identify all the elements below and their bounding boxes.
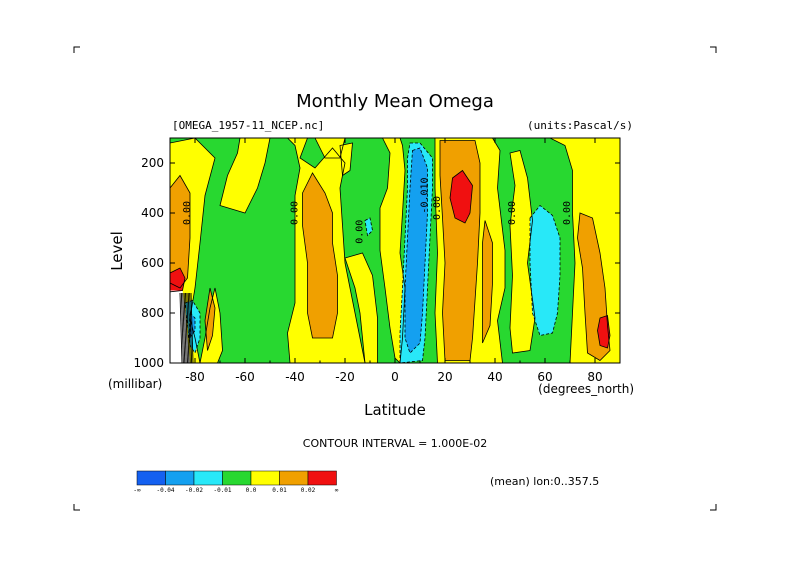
steep-gradient-line [187, 292, 191, 363]
colorbar-label: -0.01 [213, 487, 231, 494]
contour-label: 0.00 [432, 196, 443, 220]
x-axis-title: Latitude [364, 401, 426, 419]
x-tick-label: 20 [437, 370, 452, 384]
contour-region-orange-4 [482, 220, 493, 343]
contour-region-cyan-1 [530, 205, 560, 336]
x-unit-label: (degrees_north) [538, 382, 634, 396]
contour-line-cyan-2 [184, 300, 201, 354]
steep-gradient-line [185, 292, 188, 363]
contour-line-cyan-3 [364, 217, 373, 237]
contour-line-red-0 [170, 267, 186, 293]
colorbar-swatch [165, 470, 195, 486]
steep-gradient-line [179, 292, 183, 363]
colorbar-swatch [279, 470, 309, 486]
contour-line-yellow-0 [170, 138, 216, 363]
x-tick-label: -20 [335, 370, 355, 384]
contour-region-orange-1 [302, 173, 338, 338]
contour-label: 0.00 [507, 201, 518, 225]
contour-line-orange-5 [204, 287, 216, 351]
colorbar-swatch [136, 470, 166, 486]
contour-line-yellow-2 [219, 138, 271, 214]
x-axis: -80 -60 -40 -20 0 20 40 60 80 [169, 138, 621, 384]
contour-lines [170, 138, 620, 363]
contour-line-orange-2 [439, 140, 481, 361]
contour-line-red-2 [597, 314, 611, 349]
contour-line-orange-4 [482, 220, 493, 344]
corner-marks [73, 46, 717, 511]
contour-region-blue-0 [405, 148, 428, 353]
contour-region-red-2 [597, 315, 610, 348]
x-tick-label: -80 [185, 370, 205, 384]
y-tick-label: 400 [141, 206, 164, 220]
contour-line-yellow-10 [339, 142, 353, 177]
colorbar-label: 0.02 [301, 487, 316, 494]
steep-gradient-line [190, 292, 194, 363]
contour-region-red-1 [450, 170, 473, 223]
colorbar-label: -∞ [133, 487, 141, 494]
steep-gradient-line [189, 292, 193, 363]
x-tick-label: 80 [587, 370, 602, 384]
contour-line-yellow-6 [379, 138, 406, 363]
steep-gradient-line [180, 292, 184, 363]
steep-gradient-line [183, 292, 187, 363]
colorbar-label: -0.04 [156, 487, 174, 494]
contour-line-yellow-7 [434, 138, 506, 363]
colorbar-label: -0.02 [185, 487, 203, 494]
contour-label: -0.010 [420, 177, 431, 213]
x-tick-label: 0 [391, 370, 399, 384]
y-tick-label: 200 [141, 156, 164, 170]
contour-region-yellow-5 [345, 253, 378, 363]
contour-region-yellow-6 [380, 138, 405, 363]
contour-interval-text: CONTOUR INTERVAL = 1.000E-02 [303, 437, 487, 450]
colorbar-swatch [307, 470, 337, 486]
contour-line-yellow-4 [314, 138, 346, 159]
contour-region-yellow-8 [510, 150, 535, 353]
y-tick-label: 600 [141, 256, 164, 270]
x-tick-label: 60 [537, 370, 552, 384]
contour-line-yellow-3 [286, 138, 366, 363]
colorbar-swatch [250, 470, 280, 486]
contour-label: 0.00 [182, 201, 193, 225]
contour-region-yellow-2 [220, 138, 270, 213]
steep-gradient-line [182, 292, 186, 363]
contour-line-orange-1 [302, 172, 338, 339]
contour-line-cyan-0 [399, 142, 433, 363]
contour-line-orange-0 [170, 174, 191, 289]
colorbar-swatch [222, 470, 252, 486]
contour-fill-regions [170, 138, 620, 363]
contour-label: 0.00 [355, 220, 366, 244]
colorbar-label: 0.01 [272, 487, 287, 494]
steep-gradient-line [186, 292, 190, 363]
y-axis: 200 400 600 800 1000 [133, 156, 620, 370]
contour-line-red-1 [449, 169, 473, 224]
contour-line-yellow-9 [549, 138, 620, 363]
contour-label: 0.00 [562, 201, 573, 225]
y-unit-label: (millibar) [108, 377, 162, 391]
contour-labels: 0.00 0.000.000.00 0.00-0.010 0.00 [182, 177, 573, 243]
colorbar-label: ∞ [335, 487, 339, 494]
contour-label: 0.00 [290, 201, 301, 225]
colorbar-label: 0.0 [246, 487, 257, 494]
dataset-label: [OMEGA_1957-11_NCEP.nc] [172, 119, 324, 132]
x-tick-label: -60 [235, 370, 255, 384]
contour-line-orange-3 [577, 212, 611, 362]
contour-line-yellow-8 [509, 150, 536, 354]
contour-line-cyan-1 [529, 204, 561, 336]
chart-title: Monthly Mean Omega [296, 91, 494, 112]
contour-line-blue-1 [189, 312, 196, 340]
x-tick-label: -40 [285, 370, 305, 384]
colorbar-legend: -∞ -0.04 -0.02 -0.01 0.0 0.01 0.02 ∞ [133, 470, 339, 494]
y-tick-label: 800 [141, 306, 164, 320]
mean-longitude-text: (mean) lon:0..357.5 [490, 475, 599, 488]
colorbar-swatch [193, 470, 223, 486]
contour-region-orange-0 [170, 175, 190, 288]
units-label: (units:Pascal/s) [527, 119, 633, 132]
x-tick-label: 40 [487, 370, 502, 384]
contour-region-yellow-10 [340, 143, 353, 176]
y-axis-title: Level [108, 231, 126, 271]
y-tick-label: 1000 [133, 356, 164, 370]
contour-line-yellow-5 [344, 252, 378, 363]
